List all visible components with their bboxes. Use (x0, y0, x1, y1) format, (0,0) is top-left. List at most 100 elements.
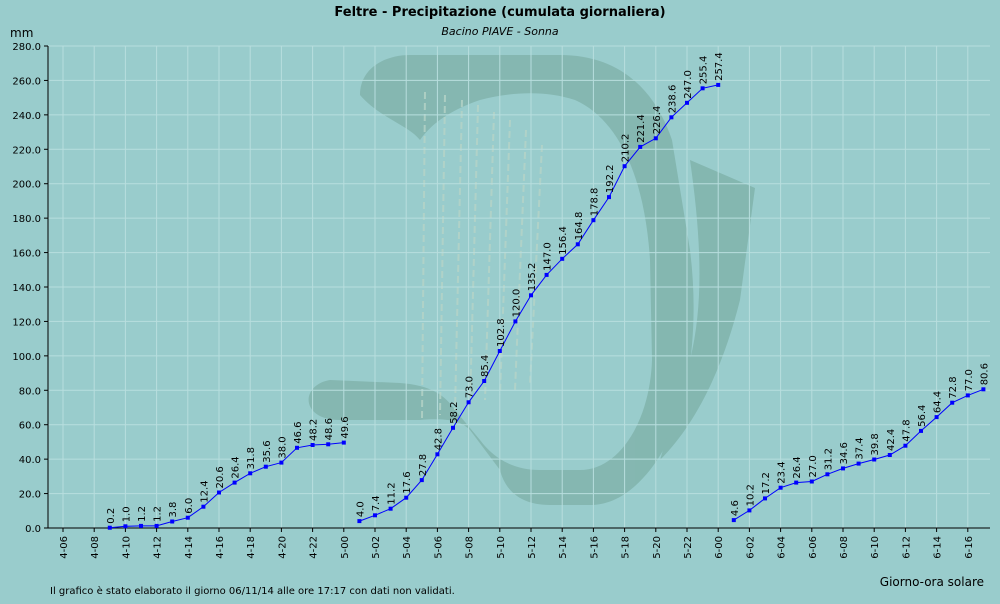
data-point (482, 379, 487, 383)
data-label: 1.2 (153, 506, 164, 522)
data-label: 135.2 (527, 263, 538, 292)
data-point (170, 519, 175, 524)
x-tick-label: 5-00 (340, 536, 351, 559)
x-tick-label: 5-04 (402, 536, 413, 559)
data-label: 4.6 (730, 500, 741, 516)
data-label: 34.6 (839, 442, 850, 464)
x-tick-label: 6-00 (714, 536, 725, 559)
data-label: 58.2 (449, 402, 460, 424)
data-point (731, 518, 736, 523)
data-point (373, 513, 377, 518)
data-label: 156.4 (558, 226, 569, 255)
data-point (529, 293, 533, 298)
data-point (887, 453, 892, 457)
data-point (404, 495, 409, 500)
x-tick-label: 4-20 (277, 536, 288, 559)
x-tick-label: 4-16 (215, 536, 226, 559)
x-tick-label: 4-14 (184, 536, 195, 559)
y-tick-label: 280.0 (12, 42, 41, 53)
data-label: 17.6 (402, 471, 413, 493)
data-label: 49.6 (340, 416, 351, 438)
x-tick-label: 6-06 (808, 536, 819, 559)
data-label: 178.8 (589, 188, 600, 217)
data-point (295, 445, 299, 450)
data-label: 3.8 (168, 502, 179, 518)
data-point (435, 452, 440, 457)
data-label: 27.0 (808, 455, 819, 477)
data-point (919, 428, 923, 433)
data-point (872, 457, 877, 462)
data-label: 48.6 (324, 418, 335, 440)
chart-title: Feltre - Precipitazione (cumulata giorna… (334, 5, 665, 20)
data-label: 72.8 (948, 376, 959, 398)
data-label: 147.0 (543, 242, 554, 271)
y-tick-label: 260.0 (12, 76, 41, 87)
data-label: 210.2 (621, 134, 632, 163)
data-label: 26.4 (792, 456, 803, 478)
x-tick-label: 4-18 (246, 536, 257, 559)
data-point (794, 480, 799, 485)
data-point (232, 480, 237, 485)
data-label: 23.4 (777, 461, 788, 483)
series-layer: 0.2 1.0 1.2 1.2 3.8 6.0 12.4 20.6 26.4 31.8 35.6 38… (106, 52, 990, 530)
x-tick-label: 5-18 (621, 536, 632, 559)
watermark-strings (421, 91, 543, 419)
data-label: 120.0 (511, 289, 522, 318)
footnote: Il grafico è stato elaborato il giorno 0… (50, 585, 455, 597)
data-point (669, 115, 674, 120)
data-label: 6.0 (184, 498, 195, 514)
data-point (263, 464, 268, 469)
data-point (419, 478, 424, 483)
data-label: 226.4 (652, 106, 663, 135)
x-tick-label: 5-14 (558, 536, 569, 559)
y-tick-label: 140.0 (12, 283, 41, 294)
x-axis-label: Giorno-ora solare (880, 575, 984, 589)
data-point (763, 496, 767, 501)
data-point (513, 319, 518, 324)
x-tick-label: 4-10 (121, 536, 132, 559)
y-tick-label: 200.0 (12, 180, 41, 191)
data-point (560, 256, 565, 261)
y-tick-label: 0.0 (25, 524, 41, 535)
y-tick-label: 60.0 (19, 421, 41, 432)
x-tick-label: 4-08 (90, 536, 101, 559)
x-tick-label: 5-08 (465, 536, 476, 559)
grid-lines (48, 45, 990, 528)
data-label: 47.8 (901, 419, 912, 441)
data-label: 247.0 (683, 70, 694, 99)
x-tick-label: 6-02 (745, 536, 756, 559)
data-point (653, 136, 658, 141)
x-tick-label: 5-16 (589, 536, 600, 559)
data-point (279, 460, 284, 465)
data-point (981, 387, 986, 392)
data-point (934, 415, 939, 420)
data-point (201, 504, 206, 509)
data-point (700, 86, 705, 91)
data-label: 164.8 (574, 212, 585, 241)
data-point (185, 515, 190, 520)
x-axis: 4-06 4-08 4-10 4-12 4-14 4-16 4-18 4-20 4-22 5-00… (59, 528, 975, 559)
data-label: 257.4 (714, 52, 725, 81)
data-label: 85.4 (480, 355, 491, 377)
chart-subtitle: Bacino PIAVE - Sonna (441, 25, 559, 38)
data-label: 56.4 (917, 405, 928, 427)
data-label: 255.4 (699, 56, 710, 85)
x-tick-label: 6-08 (839, 536, 850, 559)
data-point (638, 144, 643, 149)
data-point (903, 443, 908, 448)
data-label: 37.4 (855, 437, 866, 459)
data-point (326, 442, 331, 447)
data-point (451, 425, 455, 430)
data-label: 1.2 (137, 506, 148, 522)
data-point (497, 349, 502, 353)
data-label: 35.6 (262, 440, 273, 462)
data-label: 7.4 (371, 495, 382, 511)
y-tick-label: 240.0 (12, 111, 41, 122)
data-label: 17.2 (761, 472, 772, 494)
data-point (544, 272, 549, 277)
x-tick-label: 5-20 (652, 536, 663, 559)
data-label: 4.0 (355, 501, 366, 517)
series-line-segment (109, 442, 344, 529)
